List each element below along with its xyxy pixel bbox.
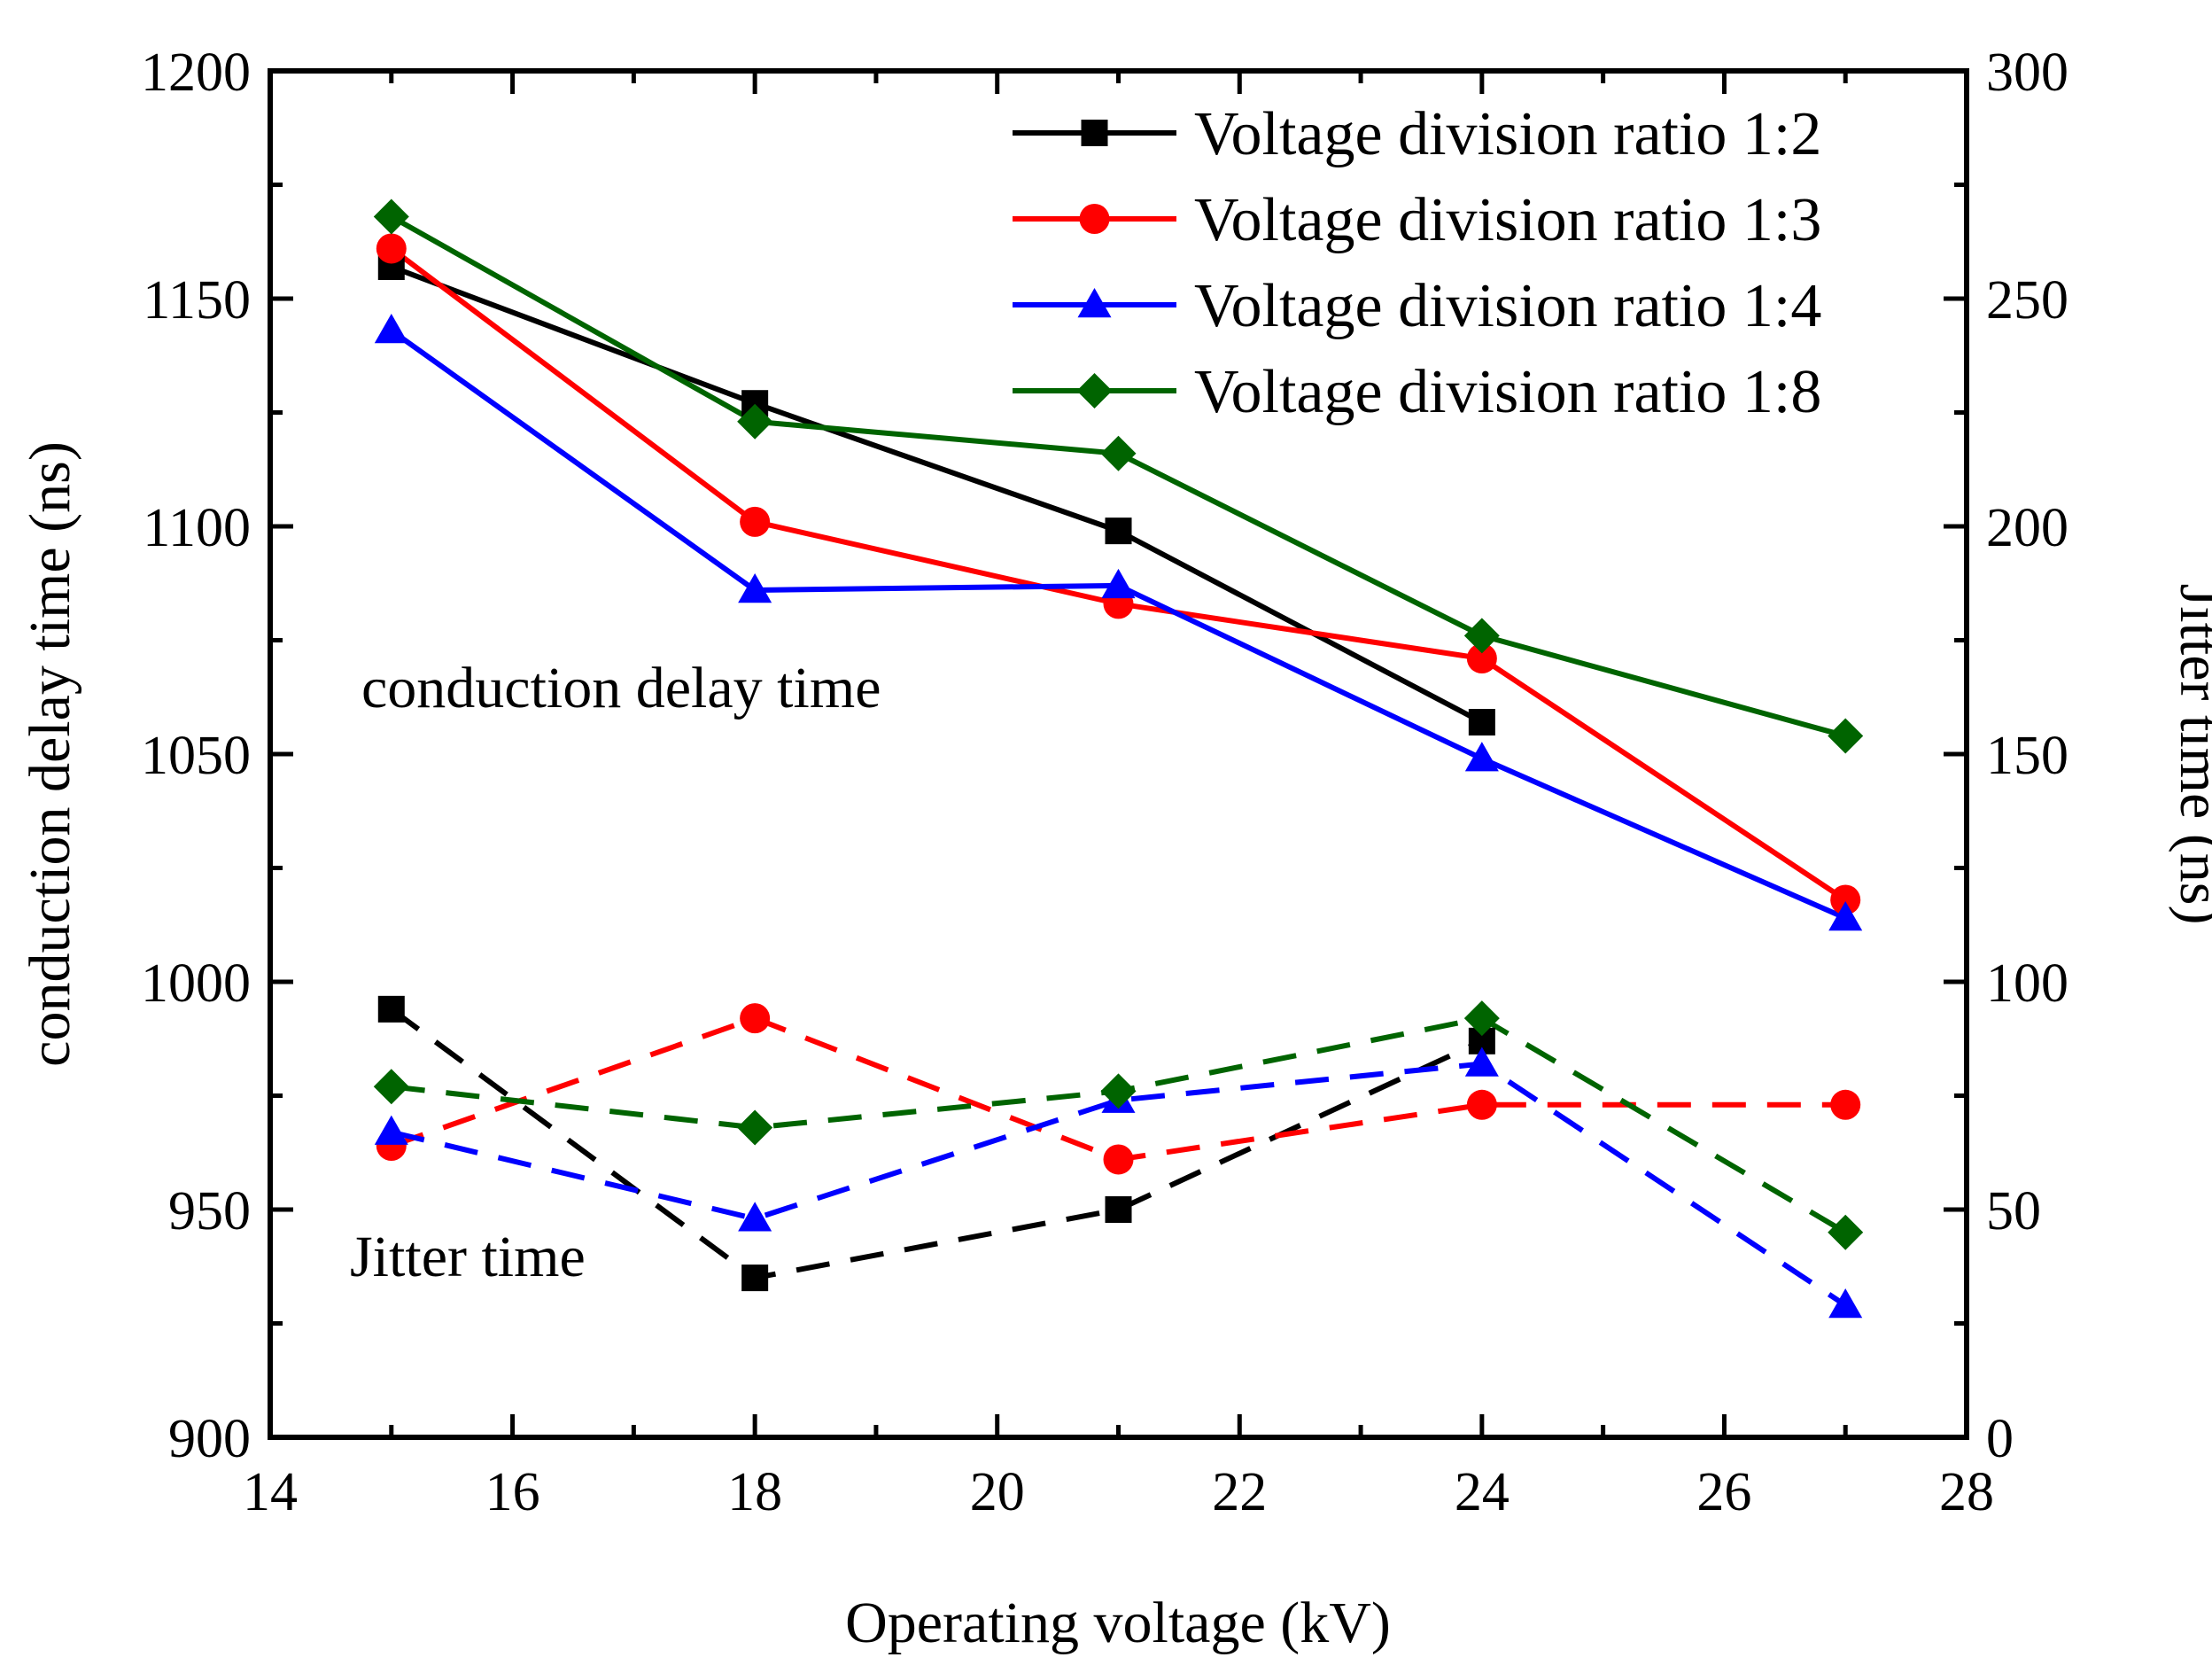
jitter-point-ratio-1-3: [1466, 1089, 1497, 1120]
jitter-line-ratio-1-2: [390, 1007, 1484, 1281]
axes: 14 16 18 20 22 24 26 28900950100010501100115012…: [141, 43, 2068, 1522]
delay-line-ratio-1-2: [390, 264, 1484, 725]
x-tick-label: 18: [727, 1462, 782, 1522]
jitter-point-ratio-1-2: [741, 1264, 769, 1292]
y-left-tick-label: 900: [168, 1409, 251, 1469]
legend-label-ratio-1-8: Voltage division ratio 1:8: [1194, 358, 1821, 426]
delay-point-ratio-1-8: [737, 403, 773, 440]
jitter-point-ratio-1-3: [1830, 1089, 1861, 1120]
legend: Voltage division ratio 1:2 Voltage divisi…: [1013, 100, 1821, 426]
delay-point-ratio-1-8: [373, 198, 409, 235]
jitter-point-ratio-1-8: [1100, 1073, 1137, 1109]
legend-marker-ratio-1-3: [1079, 204, 1110, 234]
x-tick-label: 24: [1455, 1462, 1510, 1522]
y-left-tick-label: 1100: [143, 498, 251, 558]
x-tick-label: 16: [485, 1462, 540, 1522]
delay-point-ratio-1-8: [1828, 718, 1864, 754]
delay-point-ratio-1-8: [1463, 618, 1500, 654]
x-tick-label: 28: [1939, 1462, 1994, 1522]
legend-label-ratio-1-2: Voltage division ratio 1:2: [1194, 100, 1821, 168]
jitter-point-ratio-1-3: [740, 1003, 771, 1034]
delay-point-ratio-1-3: [740, 506, 771, 537]
annotation-jitter: Jitter time: [350, 1225, 586, 1289]
jitter-point-ratio-1-8: [1463, 1000, 1500, 1037]
delay-point-ratio-1-4: [374, 313, 408, 344]
y-right-tick-label: 0: [1986, 1409, 2014, 1469]
x-tick-label: 20: [970, 1462, 1025, 1522]
y-left-tick-label: 1200: [141, 43, 251, 103]
jitter-line-ratio-1-4: [391, 1061, 1847, 1308]
y-right-tick-label: 100: [1986, 953, 2068, 1014]
jitter-point-ratio-1-4: [738, 1202, 772, 1232]
delay-point-ratio-1-2: [1468, 709, 1495, 736]
delay-point-ratio-1-8: [1100, 435, 1137, 471]
delay-point-ratio-1-4: [1101, 568, 1136, 599]
y-right-tick-label: 50: [1986, 1181, 2041, 1241]
x-axis-title: Operating voltage (kV): [845, 1591, 1391, 1655]
x-tick-label: 22: [1212, 1462, 1267, 1522]
y-right-tick-label: 300: [1986, 43, 2068, 103]
plot-markers: [373, 198, 1864, 1319]
legend-marker-ratio-1-8: [1076, 373, 1113, 409]
legend-label-ratio-1-3: Voltage division ratio 1:3: [1194, 186, 1821, 254]
left-y-axis-title: conduction delay time (ns): [18, 441, 82, 1067]
jitter-point-ratio-1-2: [377, 995, 405, 1023]
jitter-point-ratio-1-4: [1828, 1288, 1863, 1319]
delay-point-ratio-1-4: [1464, 742, 1499, 772]
jitter-point-ratio-1-4: [374, 1115, 408, 1145]
y-left-tick-label: 1050: [141, 726, 251, 786]
jitter-point-ratio-1-8: [373, 1069, 409, 1105]
jitter-point-ratio-1-4: [1464, 1047, 1499, 1077]
delay-point-ratio-1-4: [1828, 901, 1863, 931]
y-left-tick-label: 950: [168, 1181, 251, 1241]
legend-label-ratio-1-4: Voltage division ratio 1:4: [1194, 272, 1821, 340]
x-tick-label: 26: [1696, 1462, 1751, 1522]
y-left-tick-label: 1150: [143, 270, 251, 331]
delay-point-ratio-1-3: [1466, 643, 1497, 674]
legend-marker-ratio-1-4: [1077, 288, 1112, 318]
y-right-tick-label: 200: [1986, 498, 2068, 558]
x-tick-label: 14: [243, 1462, 298, 1522]
y-right-tick-label: 150: [1986, 726, 2068, 786]
legend-marker-ratio-1-2: [1081, 120, 1108, 146]
jitter-point-ratio-1-3: [1103, 1144, 1134, 1175]
jitter-point-ratio-1-8: [1828, 1214, 1864, 1250]
right-y-axis-title: Jitter time (ns): [2168, 584, 2212, 925]
delay-point-ratio-1-4: [738, 572, 772, 603]
delay-point-ratio-1-3: [376, 233, 407, 264]
y-right-tick-label: 250: [1986, 270, 2068, 331]
y-left-tick-label: 1000: [141, 953, 251, 1014]
jitter-point-ratio-1-2: [1105, 1196, 1132, 1223]
jitter-point-ratio-1-8: [737, 1109, 773, 1146]
annotation-conduction-delay: conduction delay time: [361, 656, 881, 720]
delay-point-ratio-1-3: [1830, 884, 1861, 915]
delay-point-ratio-1-2: [1105, 517, 1132, 545]
